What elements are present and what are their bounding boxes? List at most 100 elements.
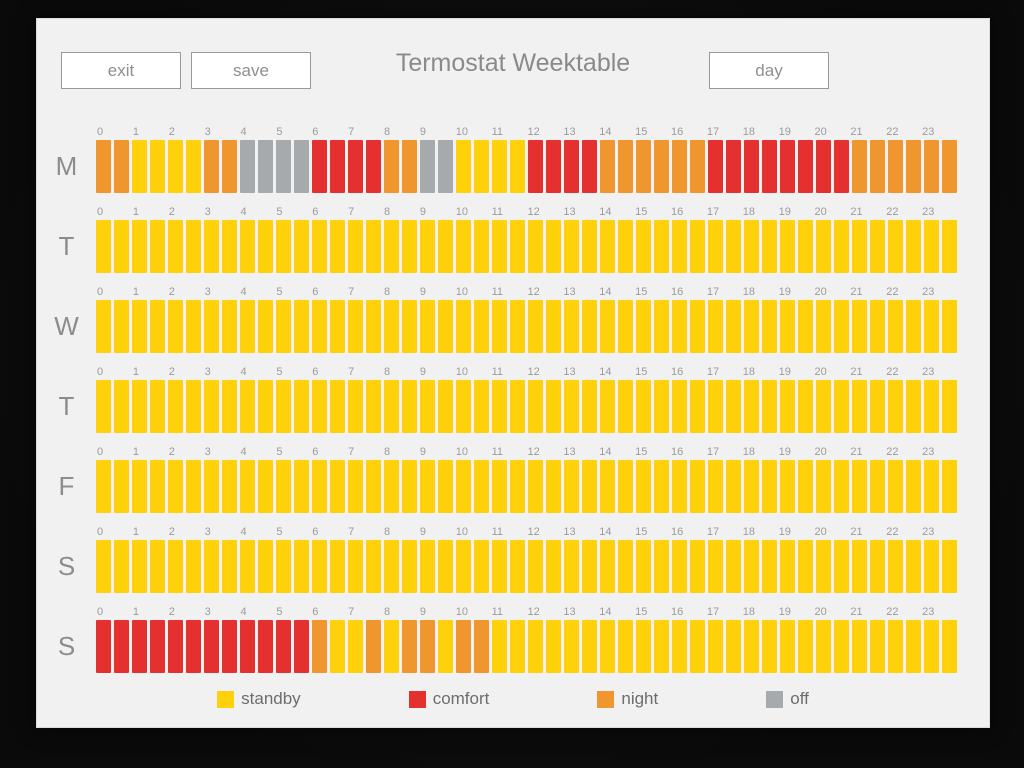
schedule-cell[interactable]	[114, 380, 129, 433]
schedule-cell[interactable]	[708, 540, 723, 593]
schedule-cell[interactable]	[834, 540, 849, 593]
schedule-cell[interactable]	[114, 460, 129, 513]
schedule-cell[interactable]	[222, 460, 237, 513]
schedule-cell[interactable]	[924, 460, 939, 513]
schedule-cell[interactable]	[114, 540, 129, 593]
schedule-cell[interactable]	[366, 140, 381, 193]
schedule-cell[interactable]	[402, 460, 417, 513]
schedule-cell[interactable]	[186, 140, 201, 193]
schedule-cell[interactable]	[456, 460, 471, 513]
schedule-cell[interactable]	[726, 380, 741, 433]
schedule-cell[interactable]	[726, 140, 741, 193]
schedule-cell[interactable]	[456, 300, 471, 353]
schedule-cell[interactable]	[708, 620, 723, 673]
schedule-cell[interactable]	[150, 380, 165, 433]
schedule-cell[interactable]	[366, 620, 381, 673]
schedule-cell[interactable]	[942, 540, 957, 593]
schedule-cell[interactable]	[924, 540, 939, 593]
schedule-cell[interactable]	[276, 220, 291, 273]
schedule-cell[interactable]	[708, 220, 723, 273]
schedule-cell[interactable]	[276, 380, 291, 433]
schedule-cell[interactable]	[114, 300, 129, 353]
schedule-cell[interactable]	[798, 380, 813, 433]
schedule-cell[interactable]	[240, 220, 255, 273]
schedule-cell[interactable]	[222, 620, 237, 673]
schedule-cell[interactable]	[762, 300, 777, 353]
schedule-cell[interactable]	[924, 140, 939, 193]
schedule-cell[interactable]	[510, 140, 525, 193]
schedule-cell[interactable]	[474, 300, 489, 353]
schedule-cell[interactable]	[456, 620, 471, 673]
schedule-cell[interactable]	[204, 460, 219, 513]
schedule-cell[interactable]	[240, 460, 255, 513]
schedule-cell[interactable]	[906, 460, 921, 513]
schedule-cell[interactable]	[258, 300, 273, 353]
schedule-cell[interactable]	[294, 300, 309, 353]
schedule-cell[interactable]	[726, 220, 741, 273]
schedule-cell[interactable]	[384, 140, 399, 193]
schedule-cell[interactable]	[96, 220, 111, 273]
schedule-cell[interactable]	[618, 300, 633, 353]
schedule-cell[interactable]	[330, 140, 345, 193]
schedule-cell[interactable]	[438, 620, 453, 673]
schedule-cell[interactable]	[744, 540, 759, 593]
schedule-cell[interactable]	[600, 300, 615, 353]
schedule-cell[interactable]	[222, 220, 237, 273]
schedule-cell[interactable]	[510, 300, 525, 353]
schedule-cell[interactable]	[690, 540, 705, 593]
schedule-cell[interactable]	[546, 460, 561, 513]
schedule-cell[interactable]	[438, 140, 453, 193]
schedule-cell[interactable]	[582, 300, 597, 353]
schedule-cell[interactable]	[888, 300, 903, 353]
schedule-cell[interactable]	[168, 140, 183, 193]
schedule-cell[interactable]	[312, 460, 327, 513]
schedule-cell[interactable]	[564, 620, 579, 673]
schedule-cell[interactable]	[348, 300, 363, 353]
schedule-cell[interactable]	[546, 220, 561, 273]
schedule-cell[interactable]	[510, 540, 525, 593]
schedule-cell[interactable]	[672, 380, 687, 433]
schedule-cell[interactable]	[852, 380, 867, 433]
schedule-cell[interactable]	[402, 620, 417, 673]
schedule-cell[interactable]	[798, 140, 813, 193]
schedule-cell[interactable]	[330, 380, 345, 433]
schedule-cell[interactable]	[834, 300, 849, 353]
schedule-cell[interactable]	[168, 380, 183, 433]
schedule-cell[interactable]	[780, 300, 795, 353]
schedule-cell[interactable]	[888, 460, 903, 513]
schedule-cell[interactable]	[132, 380, 147, 433]
schedule-cell[interactable]	[852, 220, 867, 273]
schedule-cell[interactable]	[870, 380, 885, 433]
schedule-cell[interactable]	[150, 220, 165, 273]
schedule-cell[interactable]	[690, 300, 705, 353]
schedule-cell[interactable]	[402, 140, 417, 193]
schedule-cell[interactable]	[528, 140, 543, 193]
schedule-cell[interactable]	[456, 380, 471, 433]
schedule-cell[interactable]	[438, 540, 453, 593]
schedule-cell[interactable]	[726, 300, 741, 353]
schedule-cell[interactable]	[312, 220, 327, 273]
schedule-cell[interactable]	[312, 620, 327, 673]
schedule-cell[interactable]	[762, 460, 777, 513]
schedule-cell[interactable]	[870, 540, 885, 593]
schedule-cell[interactable]	[366, 300, 381, 353]
schedule-cell[interactable]	[816, 460, 831, 513]
schedule-cell[interactable]	[114, 140, 129, 193]
schedule-cell[interactable]	[780, 460, 795, 513]
schedule-cell[interactable]	[582, 620, 597, 673]
schedule-cell[interactable]	[906, 540, 921, 593]
schedule-cell[interactable]	[654, 380, 669, 433]
schedule-cell[interactable]	[762, 220, 777, 273]
schedule-cell[interactable]	[816, 220, 831, 273]
schedule-cell[interactable]	[294, 620, 309, 673]
schedule-cell[interactable]	[780, 540, 795, 593]
schedule-cell[interactable]	[906, 620, 921, 673]
schedule-cell[interactable]	[942, 380, 957, 433]
schedule-cell[interactable]	[618, 460, 633, 513]
schedule-cell[interactable]	[204, 220, 219, 273]
schedule-cell[interactable]	[276, 460, 291, 513]
schedule-cell[interactable]	[690, 460, 705, 513]
schedule-cell[interactable]	[438, 460, 453, 513]
schedule-cell[interactable]	[672, 140, 687, 193]
schedule-cell[interactable]	[528, 380, 543, 433]
